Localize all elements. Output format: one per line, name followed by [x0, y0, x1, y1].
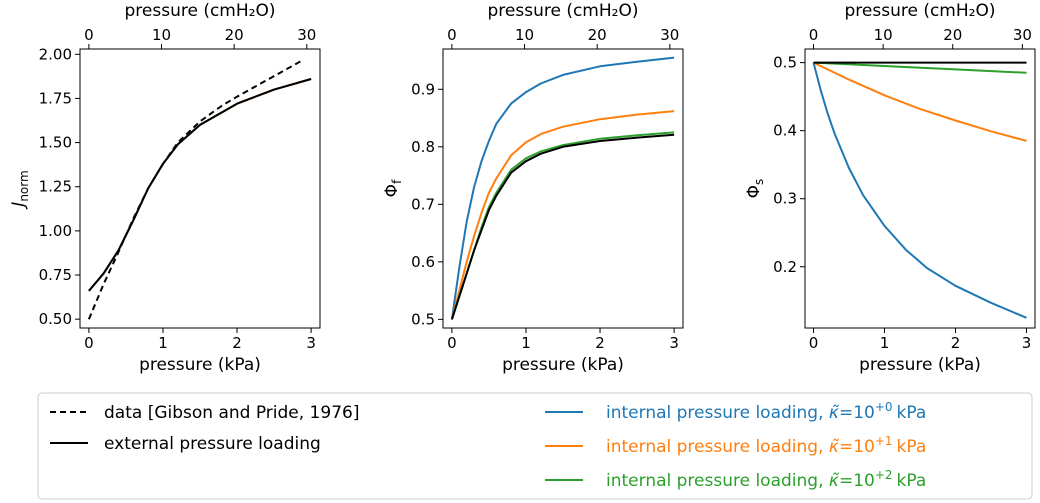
- x-tick-label: 1: [158, 334, 168, 352]
- legend-internal-prefix: internal pressure loading,: [606, 437, 824, 457]
- unit-label: kPa: [897, 437, 927, 457]
- plot-frame: [79, 48, 321, 329]
- y-tick-label: 1.25: [39, 178, 72, 196]
- x2-tick-label: 30: [660, 26, 679, 44]
- series-line-data: [87, 58, 305, 320]
- series-group: [87, 58, 312, 320]
- series-line-internal_1e0: [812, 62, 1027, 319]
- legend-internal-1e0-label: internal pressure loading, κ̃=10+0 kPa: [606, 400, 926, 423]
- x2-tick-label: 20: [588, 26, 607, 44]
- kappa-symbol: κ̃: [829, 471, 840, 491]
- x-tick-label: 2: [595, 334, 605, 352]
- x-axis-label: pressure (kPa): [859, 355, 981, 375]
- x2-tick-label: 20: [225, 26, 244, 44]
- series-line-internal_1e1: [813, 61, 1027, 142]
- y-tick-label: 2.00: [39, 45, 72, 63]
- series-line-external: [88, 78, 312, 292]
- legend-internal-1e1-label: internal pressure loading, κ̃=10+1 kPa: [606, 434, 926, 457]
- power-base: 10: [853, 471, 875, 491]
- equals-sign: =: [839, 437, 853, 457]
- x2-tick-label: 0: [84, 26, 94, 44]
- x2-axis-label: pressure (cmH₂O): [125, 1, 276, 21]
- x-tick-label: 3: [1022, 334, 1032, 352]
- x2-tick-label: 10: [874, 26, 893, 44]
- y-tick-label: 0.50: [39, 310, 72, 328]
- legend-internal-prefix: internal pressure loading,: [606, 471, 824, 491]
- y-tick-label: 0.6: [411, 253, 435, 271]
- y-tick-label: 1.00: [39, 222, 72, 240]
- y-tick-label: 0.7: [411, 195, 435, 213]
- legend-internal-prefix: internal pressure loading,: [606, 403, 824, 423]
- series-line-internal_1e2: [813, 61, 1027, 74]
- y-tick-label: 0.3: [773, 190, 797, 208]
- series-line-external: [450, 133, 675, 320]
- y-tick-label: 1.50: [39, 134, 72, 152]
- x-tick-label: 0: [84, 334, 94, 352]
- y-axis-label: Jnorm: [9, 170, 31, 209]
- y-tick-label: 0.2: [773, 258, 797, 276]
- x2-tick-label: 10: [152, 26, 171, 44]
- equals-sign: =: [839, 471, 853, 491]
- x2-axis-label: pressure (cmH₂O): [488, 1, 639, 21]
- power-exponent: +1: [875, 434, 893, 448]
- y-tick-label: 0.75: [39, 266, 72, 284]
- y-tick-label: 0.4: [773, 122, 797, 140]
- x-tick-label: 1: [880, 334, 890, 352]
- legend: data [Gibson and Pride, 1976] external p…: [37, 392, 1033, 500]
- y-tick-label: 1.75: [39, 89, 72, 107]
- series-line-internal_1e0: [88, 78, 312, 292]
- x2-axis-label: pressure (cmH₂O): [845, 1, 996, 21]
- chart-panels: 0 1 2 30 10 20 300.500.751.001.251.501.752.00p…: [9, 1, 1036, 375]
- series-group: [812, 61, 1027, 319]
- series-group: [450, 56, 675, 320]
- series-line-internal_1e1: [450, 110, 675, 320]
- x2-tick-label: 30: [1013, 26, 1032, 44]
- x-tick-label: 0: [447, 334, 457, 352]
- x2-tick-label: 30: [297, 26, 316, 44]
- y-tick-label: 0.9: [411, 80, 435, 98]
- y-tick-label: 0.5: [773, 54, 797, 72]
- x-tick-label: 1: [521, 334, 531, 352]
- legend-external-label: external pressure loading: [104, 434, 321, 454]
- legend-internal-1e2-label: internal pressure loading, κ̃=10+2 kPa: [606, 468, 926, 491]
- x2-tick-label: 20: [943, 26, 962, 44]
- x-tick-label: 0: [809, 334, 819, 352]
- series-line-internal_1e2: [450, 131, 675, 320]
- x-tick-label: 2: [951, 334, 961, 352]
- power-exponent: +2: [875, 468, 893, 482]
- x-tick-label: 3: [306, 334, 316, 352]
- legend-data-label: data [Gibson and Pride, 1976]: [104, 403, 359, 423]
- power-exponent: +0: [875, 400, 893, 414]
- y-axis-label: Φf: [382, 179, 404, 197]
- power-base: 10: [853, 437, 875, 457]
- y-tick-label: 0.8: [411, 138, 435, 156]
- legend-frame: [37, 392, 1033, 500]
- series-line-internal_1e1: [88, 78, 312, 292]
- kappa-symbol: κ̃: [829, 403, 840, 423]
- y-axis-label: Φs: [744, 179, 766, 199]
- y-tick-label: 0.5: [411, 310, 435, 328]
- x-tick-label: 2: [232, 334, 242, 352]
- unit-label: kPa: [897, 403, 927, 423]
- series-line-internal_1e0: [450, 56, 675, 320]
- x2-tick-label: 0: [447, 26, 457, 44]
- unit-label: kPa: [897, 471, 927, 491]
- kappa-symbol: κ̃: [829, 437, 840, 457]
- plot-frame: [804, 48, 1036, 329]
- power-base: 10: [853, 403, 875, 423]
- x-tick-label: 3: [669, 334, 679, 352]
- equals-sign: =: [839, 403, 853, 423]
- chart-panel-1: 0 1 2 30 10 20 300.500.751.001.251.501.752.00p…: [9, 1, 321, 375]
- x2-tick-label: 10: [515, 26, 534, 44]
- plot-frame: [442, 48, 684, 329]
- x-axis-label: pressure (kPa): [139, 355, 261, 375]
- x2-tick-label: 0: [809, 26, 819, 44]
- x-axis-label: pressure (kPa): [502, 355, 624, 375]
